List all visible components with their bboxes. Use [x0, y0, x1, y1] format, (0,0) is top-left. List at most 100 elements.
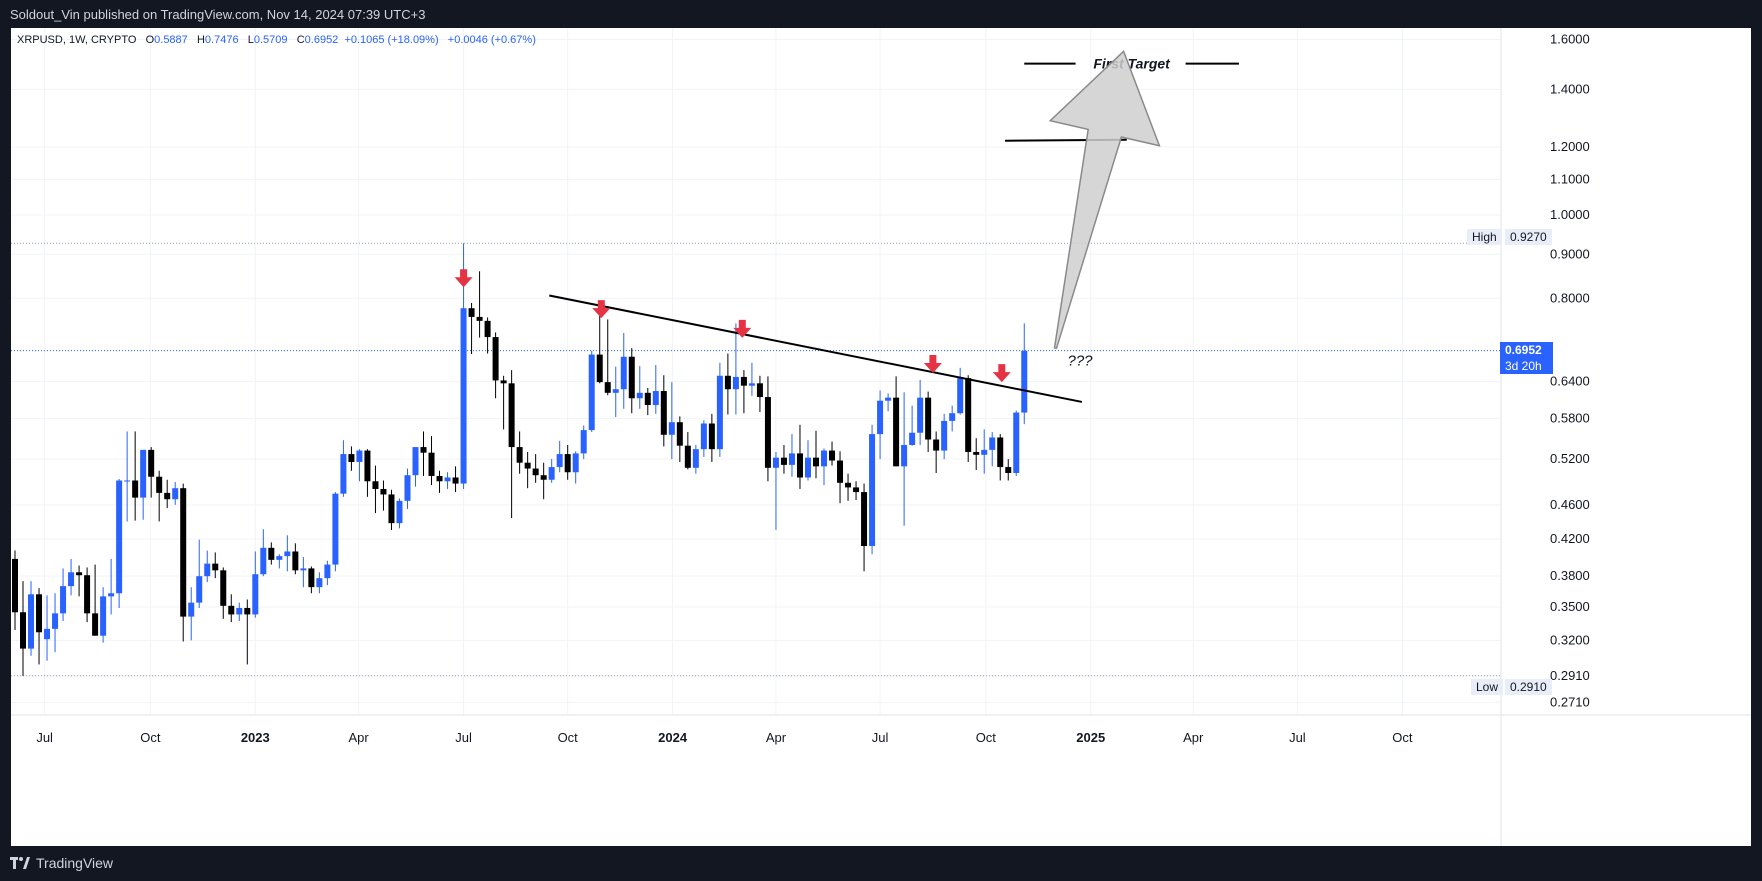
candle: [660, 375, 667, 447]
candle-body: [284, 551, 291, 557]
candle: [885, 393, 892, 412]
candle: [1005, 459, 1012, 481]
price-tick-label: 0.3200: [1550, 632, 1590, 647]
candle-body: [308, 568, 315, 588]
candle-body: [268, 547, 275, 560]
candle: [468, 302, 475, 355]
candle-body: [973, 451, 980, 455]
candle-body: [813, 457, 819, 467]
candle: [981, 429, 988, 474]
candle-body: [780, 457, 787, 465]
candle: [853, 481, 860, 501]
candle-body: [869, 434, 876, 547]
candle: [804, 440, 811, 481]
candle-body: [132, 480, 139, 498]
candle: [268, 542, 275, 565]
candle-body: [172, 488, 179, 500]
candle-body: [212, 563, 219, 571]
price-tick-label: 0.2710: [1550, 694, 1590, 709]
time-axis[interactable]: Jul Oct 2023 Apr Jul Oct 2024 Apr Jul Oct 2025 Apr J…: [11, 714, 1751, 745]
candle-body: [524, 462, 531, 469]
symbol-name[interactable]: XRPUSD, 1W, CRYPTO: [17, 34, 137, 46]
candle: [12, 550, 18, 630]
candle-body: [853, 487, 860, 493]
candle-body: [36, 594, 43, 633]
price-tick-label: 0.3500: [1550, 599, 1590, 614]
candle-body: [100, 596, 107, 636]
footer-bar: TradingView: [0, 846, 1762, 881]
candle: [580, 425, 587, 460]
candle: [220, 567, 227, 619]
candle-body: [684, 445, 691, 468]
candle: [28, 581, 35, 656]
candle: [516, 431, 523, 474]
candle-body: [124, 480, 131, 482]
candle-body: [877, 400, 884, 435]
chart-panel[interactable]: First Target??? 0.2710 0.2910 0.3200 0.3500…: [11, 28, 1751, 846]
candle-body: [188, 602, 195, 617]
countdown-tag: 3d 20h: [1500, 358, 1553, 374]
candle: [668, 382, 675, 460]
high-tag-label: High: [1467, 229, 1502, 245]
candle: [548, 459, 555, 483]
candle-body: [668, 422, 675, 435]
candle: [636, 366, 643, 409]
candle: [164, 479, 171, 509]
candle-body: [764, 397, 771, 468]
candle: [420, 431, 427, 476]
candle: [596, 304, 603, 384]
candle-body: [84, 575, 91, 614]
candle-body: [532, 468, 539, 476]
price-tick-label: 0.3800: [1550, 568, 1590, 583]
candle: [188, 587, 195, 641]
question-annotation: ???: [1067, 353, 1093, 370]
candle: [796, 424, 803, 489]
change-secondary: +0.0046 (+0.67%): [447, 34, 536, 46]
candle: [829, 441, 836, 466]
time-tick-label: Oct: [558, 730, 579, 745]
candle-body: [492, 337, 499, 381]
low-label: L: [247, 34, 254, 46]
candle: [941, 413, 948, 460]
candle: [300, 557, 307, 588]
candle: [708, 413, 715, 462]
high-label: H: [196, 34, 205, 46]
price-chart[interactable]: First Target??? 0.27100.29100.32000.3500…: [11, 28, 1751, 846]
candle-body: [1005, 467, 1012, 473]
candle: [404, 468, 411, 509]
high-tag-value: 0.9270: [1505, 229, 1552, 245]
candle-body: [708, 423, 715, 450]
candle-body: [332, 493, 339, 565]
candle-body: [372, 481, 379, 489]
candle: [356, 449, 363, 482]
candle: [821, 448, 828, 486]
candle-body: [236, 607, 243, 615]
close-label: C: [296, 34, 305, 46]
candle: [989, 432, 996, 467]
candle: [340, 440, 347, 497]
price-axis[interactable]: 0.27100.29100.32000.35000.38000.42000.46…: [1500, 28, 1751, 846]
grid-lines: [11, 28, 1501, 715]
candle: [572, 451, 579, 484]
candle-body: [108, 593, 115, 597]
candle: [740, 370, 747, 414]
tradingview-logo-icon: [10, 857, 30, 869]
candle-body: [861, 492, 868, 547]
candle: [364, 449, 371, 497]
tradingview-brand[interactable]: TradingView: [10, 855, 113, 871]
drawings: First Target???: [454, 49, 1239, 403]
candle-body: [676, 422, 683, 446]
candle: [901, 392, 908, 526]
candle: [372, 465, 379, 514]
candle-body: [500, 380, 507, 384]
candle: [492, 332, 499, 399]
candle-body: [732, 376, 739, 390]
candle: [780, 444, 787, 474]
candle: [588, 350, 595, 433]
candle-body: [788, 453, 795, 465]
candle: [1021, 323, 1028, 425]
candle: [748, 362, 755, 396]
candle: [284, 535, 291, 572]
candle: [276, 554, 283, 569]
candle: [997, 434, 1004, 481]
